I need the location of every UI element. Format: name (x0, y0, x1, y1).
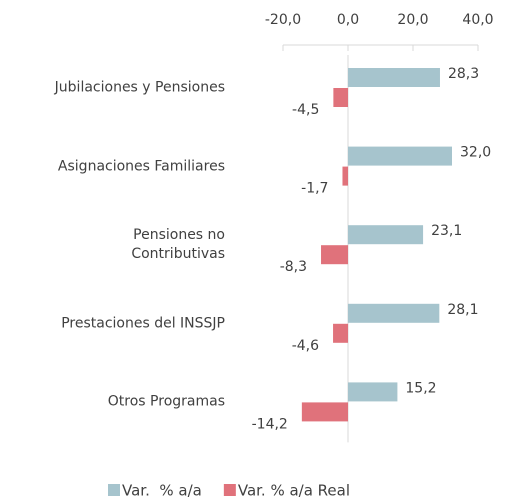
x-tick-label: 20,0 (397, 12, 428, 28)
category-label: Asignaciones Familiares (57, 158, 225, 175)
category-label: Jubilaciones y Pensiones (54, 79, 225, 96)
value-label: -14,2 (252, 416, 288, 432)
bar (342, 166, 348, 186)
legend-swatch (108, 484, 120, 496)
value-label: -8,3 (280, 259, 307, 275)
bar (348, 68, 440, 87)
category-label: Otros Programas (107, 393, 225, 410)
value-label: 28,1 (447, 302, 478, 318)
x-tick-label: 0,0 (337, 12, 359, 28)
x-tick-label: -20,0 (265, 12, 301, 28)
value-label: -1,7 (301, 181, 328, 197)
value-label: 15,2 (405, 380, 436, 396)
bar (348, 303, 440, 323)
category-label: Pensiones no Contributivas (131, 227, 225, 263)
value-label: -4,5 (292, 102, 319, 118)
bar (301, 402, 348, 422)
category-label: Prestaciones del INSSJP (61, 315, 225, 332)
value-label: 28,3 (448, 66, 479, 82)
bar (348, 382, 398, 402)
bar (348, 146, 452, 166)
legend-label: Var. % a/a Real (238, 482, 350, 500)
bar (333, 88, 348, 107)
legend-label: Var. % a/a (122, 482, 202, 500)
value-label: 23,1 (431, 223, 462, 239)
x-tick-label: 40,0 (462, 12, 493, 28)
value-label: 32,0 (460, 145, 491, 161)
bar (321, 245, 348, 265)
legend-swatch (223, 484, 236, 496)
bar (333, 323, 348, 343)
bar (348, 225, 424, 245)
value-label: -4,6 (292, 338, 319, 354)
